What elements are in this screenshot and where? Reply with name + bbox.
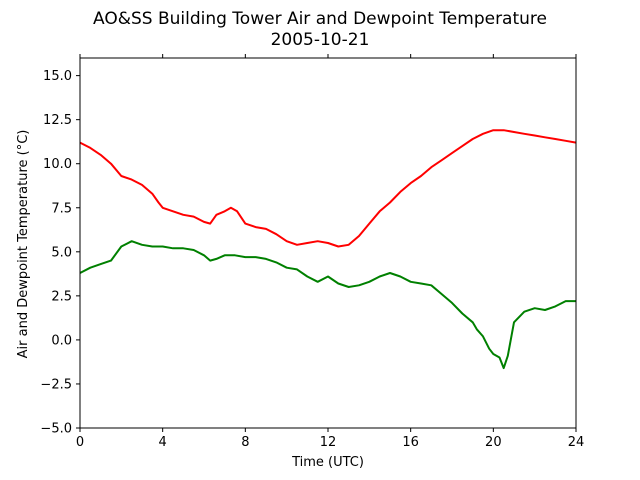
chart-title: AO&SS Building Tower Air and Dewpoint Te… bbox=[93, 9, 547, 29]
y-axis-ticks: −5.0 −2.5 0.0 2.5 5.0 7.5 10.0 12.5 15.0 bbox=[40, 69, 80, 437]
plot-frame bbox=[79, 57, 577, 429]
y-tick-label: 2.5 bbox=[51, 289, 72, 304]
x-axis-ticks: 0 4 8 12 16 20 24 bbox=[76, 54, 584, 450]
x-tick-label: 4 bbox=[159, 435, 167, 450]
y-tick-label: −5.0 bbox=[40, 422, 72, 437]
x-axis-label: Time (UTC) bbox=[291, 455, 364, 470]
y-tick-label: 7.5 bbox=[51, 201, 72, 216]
y-tick-label: 15.0 bbox=[43, 69, 72, 84]
y-tick-label: 0.0 bbox=[51, 333, 72, 348]
y-tick-label: 5.0 bbox=[51, 245, 72, 260]
y-tick-label: 12.5 bbox=[43, 113, 72, 128]
x-tick-label: 8 bbox=[241, 435, 249, 450]
series-line-1 bbox=[79, 240, 576, 370]
x-tick-label: 24 bbox=[568, 435, 585, 450]
y-tick-label: 10.0 bbox=[43, 157, 72, 172]
plot-area bbox=[79, 129, 577, 370]
y-tick-label: −2.5 bbox=[40, 377, 72, 392]
y-axis-label: Air and Dewpoint Temperature (°C) bbox=[16, 130, 31, 359]
x-tick-label: 16 bbox=[402, 435, 419, 450]
chart-subtitle: 2005-10-21 bbox=[271, 30, 370, 50]
series-line-0 bbox=[79, 129, 577, 248]
x-tick-label: 20 bbox=[485, 435, 502, 450]
x-tick-label: 0 bbox=[76, 435, 84, 450]
x-tick-label: 12 bbox=[320, 435, 337, 450]
